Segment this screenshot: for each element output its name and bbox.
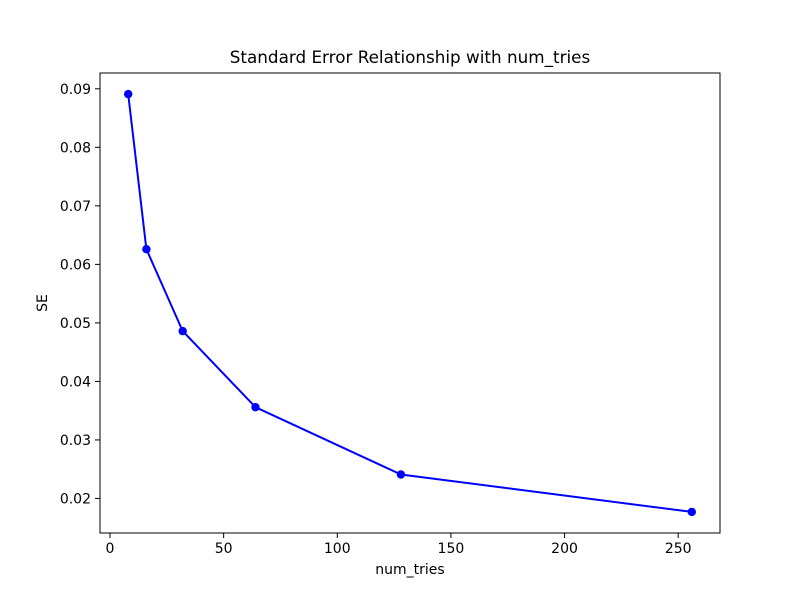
y-tick-label: 0.07 [60, 199, 91, 215]
x-tick-label: 100 [324, 541, 351, 557]
series-markers [124, 89, 696, 517]
data-point-marker [396, 470, 406, 479]
x-tick-label: 200 [551, 541, 578, 557]
x-tick-label: 250 [665, 541, 692, 557]
data-point-marker [142, 245, 151, 254]
y-tick-label: 0.04 [60, 374, 91, 390]
x-tick-label: 0 [106, 541, 115, 557]
series-line [127, 93, 693, 513]
axes-border [99, 72, 721, 534]
y-tick-label: 0.08 [60, 140, 91, 156]
y-tick-label: 0.05 [60, 316, 91, 332]
y-tick-label: 0.06 [60, 257, 91, 273]
y-axis-ticks: 0.02 0.03 0.04 0.05 0.06 0.07 0.08 0.09 [60, 82, 100, 507]
y-tick-label: 0.09 [60, 82, 91, 98]
data-point-marker [251, 403, 260, 412]
x-axis-ticks: 0 50 100 150 200 250 [106, 533, 692, 557]
chart-title: Standard Error Relationship with num_tri… [230, 47, 590, 68]
y-tick-label: 0.02 [60, 491, 91, 507]
data-point-marker [178, 326, 187, 336]
y-tick-label: 0.03 [60, 433, 91, 449]
data-point-marker [124, 89, 133, 99]
x-tick-label: 50 [215, 541, 233, 557]
y-axis-label: SE [35, 294, 51, 312]
x-axis-label: num_tries [375, 562, 444, 578]
data-point-marker [687, 507, 696, 517]
x-tick-label: 150 [438, 541, 465, 557]
